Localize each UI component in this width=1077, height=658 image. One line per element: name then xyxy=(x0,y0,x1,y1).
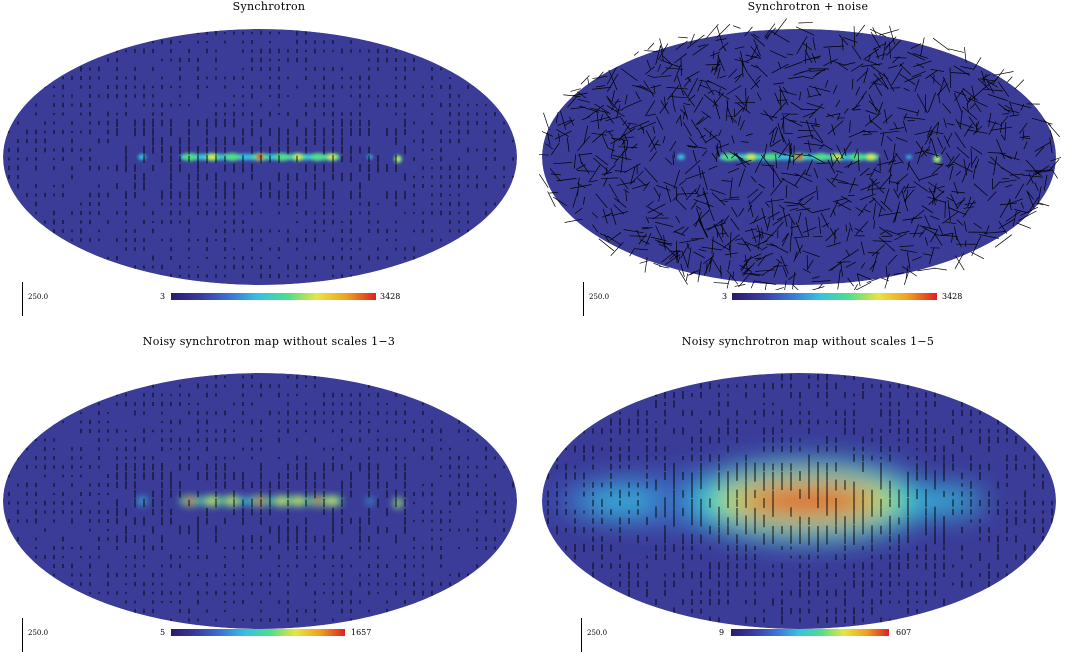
panel-synchrotron-noise: Synchrotron + noise 250.0 3 3428 xyxy=(539,0,1077,329)
mollweide-map xyxy=(542,373,1056,629)
mollweide-map xyxy=(539,18,1062,290)
colorbar-max-label: 3428 xyxy=(942,292,963,301)
panel-title: Synchrotron xyxy=(232,0,306,13)
mollweide-map xyxy=(3,29,517,285)
mollweide-map xyxy=(3,373,517,629)
polarization-vectors xyxy=(8,374,514,623)
polarization-scale-label: 250.0 xyxy=(28,629,49,637)
colorbar xyxy=(171,629,345,636)
panel-title: Noisy synchrotron map without scales 1−3 xyxy=(142,335,396,348)
colorbar-max-label: 1657 xyxy=(351,628,372,637)
colorbar-min-label: 5 xyxy=(160,628,166,637)
panel-no-scales-1-5: Noisy synchrotron map without scales 1−5… xyxy=(539,329,1077,658)
panel-no-scales-1-3: Noisy synchrotron map without scales 1−3… xyxy=(0,329,538,658)
polarization-scale-label: 250.0 xyxy=(587,629,608,637)
colorbar-min-label: 9 xyxy=(719,628,725,637)
polarization-vectors xyxy=(547,373,1053,625)
polarization-scale-bar xyxy=(22,618,23,652)
polarization-vectors xyxy=(539,18,1062,290)
galactic-plane-emission xyxy=(138,153,402,163)
colorbar-max-label: 3428 xyxy=(380,292,401,301)
polarization-scale-bar xyxy=(22,282,23,316)
colorbar-min-label: 3 xyxy=(722,292,728,301)
colorbar-max-label: 607 xyxy=(896,628,912,637)
colorbar xyxy=(171,293,376,300)
panel-title: Synchrotron + noise xyxy=(747,0,869,13)
polarization-scale-bar xyxy=(583,282,584,316)
polarization-vectors xyxy=(8,30,514,279)
colorbar xyxy=(732,293,937,300)
polarization-scale-bar xyxy=(581,618,582,652)
galactic-plane-emission xyxy=(549,461,984,541)
colorbar-min-label: 3 xyxy=(160,292,166,301)
panel-title: Noisy synchrotron map without scales 1−5 xyxy=(681,335,935,348)
colorbar xyxy=(731,629,889,636)
panel-synchrotron: Synchrotron 250.0 3 3428 xyxy=(0,0,538,329)
polarization-scale-label: 250.0 xyxy=(28,293,49,301)
galactic-plane-emission xyxy=(136,495,404,509)
polarization-scale-label: 250.0 xyxy=(589,293,610,301)
